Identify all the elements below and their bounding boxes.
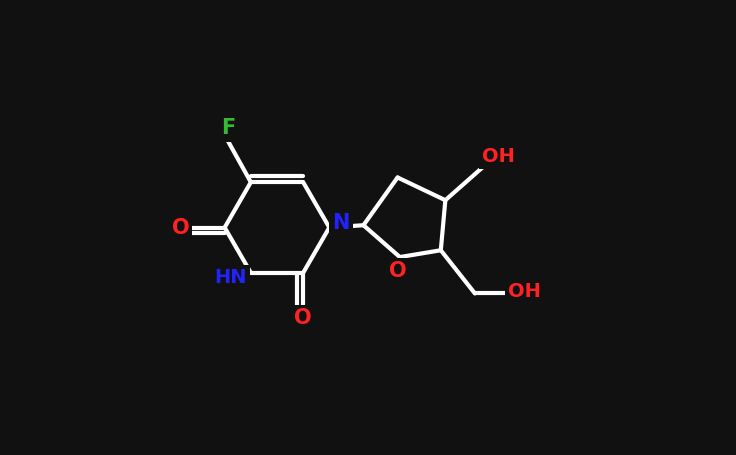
Text: OH: OH [508, 282, 540, 301]
Text: O: O [294, 308, 312, 329]
Text: O: O [171, 217, 189, 238]
Text: N: N [332, 213, 350, 233]
Text: F: F [221, 118, 236, 138]
Text: HN: HN [214, 268, 247, 287]
Text: O: O [389, 261, 406, 281]
Text: OH: OH [482, 147, 515, 167]
